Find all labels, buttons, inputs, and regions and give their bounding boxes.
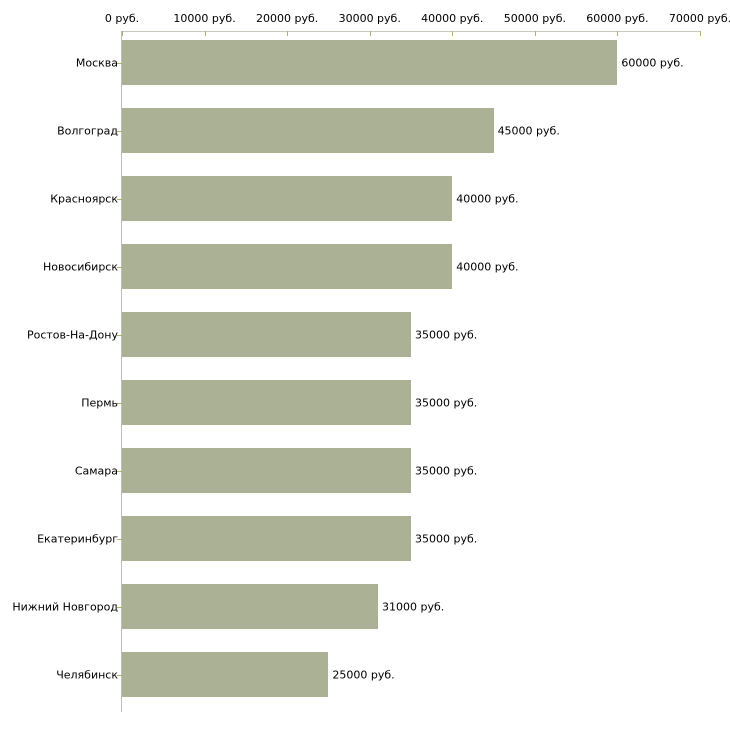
bar[interactable] [122,312,411,357]
bar-value-label: 35000 руб. [415,396,478,409]
x-axis-tick [700,31,701,36]
x-axis-tick-label: 40000 руб. [421,12,484,25]
bar-value-label: 25000 руб. [332,668,395,681]
x-axis-tick-label: 20000 руб. [256,12,319,25]
x-axis-tick [369,31,371,36]
x-axis-tick-label: 30000 руб. [338,12,401,25]
bar-value-label: 45000 руб. [497,124,560,137]
y-axis-tick [117,130,122,132]
category-label: Нижний Новгород [12,600,118,613]
y-axis-tick [117,402,122,404]
bar-value-label: 40000 руб. [456,260,519,273]
bar-value-label: 35000 руб. [415,328,478,341]
y-axis-tick [117,198,122,200]
y-axis-tick [117,470,122,472]
category-label: Пермь [81,396,118,409]
bar-value-label: 35000 руб. [415,464,478,477]
bar-value-label: 40000 руб. [456,192,519,205]
bar[interactable] [122,448,411,493]
x-axis-tick [617,31,619,36]
y-axis-line [121,31,122,712]
y-axis-tick [117,334,122,336]
category-label: Ростов-На-Дону [26,328,118,341]
x-axis-line [122,31,700,32]
x-axis-tick-label: 0 руб. [104,12,140,25]
category-label: Волгоград [57,124,118,137]
bar[interactable] [122,40,618,85]
category-label: Красноярск [50,192,118,205]
bar[interactable] [122,380,411,425]
category-label: Екатеринбург [37,532,118,545]
bar[interactable] [122,108,494,153]
category-label: Самара [74,464,118,477]
x-axis-tick [534,31,536,36]
x-axis-tick [122,31,123,36]
x-axis-tick [204,31,206,36]
y-axis-tick [117,266,122,268]
x-axis-tick-label: 70000 руб. [668,12,730,25]
bar-value-label: 60000 руб. [621,56,684,69]
y-axis-tick [117,606,122,608]
y-axis-tick [117,674,122,676]
bar[interactable] [122,584,378,629]
x-axis-tick [287,31,289,36]
y-axis-tick [117,62,122,64]
x-axis-tick [452,31,454,36]
bar[interactable] [122,652,329,697]
bar[interactable] [122,244,453,289]
x-axis-tick-label: 10000 руб. [173,12,236,25]
bar-value-label: 35000 руб. [415,532,478,545]
x-axis-tick-label: 50000 руб. [503,12,566,25]
y-axis-tick [117,538,122,540]
x-axis-tick-label: 60000 руб. [586,12,649,25]
category-label: Москва [75,56,118,69]
category-label: Новосибирск [42,260,118,273]
bar[interactable] [122,516,411,561]
bar-value-label: 31000 руб. [381,600,445,613]
category-label: Челябинск [56,668,118,681]
bar[interactable] [122,176,453,221]
